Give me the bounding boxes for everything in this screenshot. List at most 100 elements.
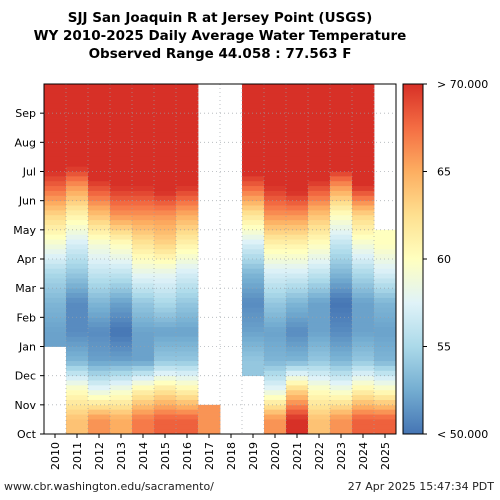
cell-2015-apr bbox=[154, 229, 177, 260]
cell-2016-feb bbox=[176, 288, 199, 318]
x-tick-label: 2014 bbox=[137, 442, 150, 470]
cell-2020-sep bbox=[264, 84, 287, 114]
x-tick-label: 2018 bbox=[225, 442, 238, 470]
cell-2020-apr bbox=[264, 229, 287, 260]
cell-2013-sep bbox=[110, 84, 133, 114]
cell-2013-apr bbox=[110, 229, 133, 260]
cell-2013-aug bbox=[110, 113, 133, 143]
cell-2022-sep bbox=[308, 84, 331, 114]
axes: Oct Nov Dec Jan Feb Mar Apr May Jun Jul Aug Sep 2010… bbox=[13, 83, 397, 470]
cell-2021-apr bbox=[286, 229, 309, 260]
cell-2022-jul bbox=[308, 142, 331, 172]
cell-2013-jun bbox=[110, 171, 133, 202]
cell-2016-jun bbox=[176, 171, 199, 202]
cell-2021-aug bbox=[286, 113, 309, 143]
cell-2014-mar bbox=[132, 259, 155, 289]
cell-2014-jan bbox=[132, 317, 155, 347]
x-tick-label: 2017 bbox=[203, 442, 216, 470]
cell-2015-jan bbox=[154, 317, 177, 347]
cell-2010-sep bbox=[44, 84, 67, 114]
x-tick-label: 2013 bbox=[115, 442, 128, 470]
cell-2014-nov bbox=[132, 375, 155, 406]
cell-2020-aug bbox=[264, 113, 287, 143]
cell-2016-dec bbox=[176, 346, 199, 377]
cell-2024-dec bbox=[352, 346, 375, 377]
cell-2020-may bbox=[264, 200, 287, 231]
cell-2020-nov bbox=[264, 375, 287, 406]
cell-2019-aug bbox=[242, 113, 265, 143]
cell-2021-dec bbox=[286, 346, 309, 377]
cell-2012-dec bbox=[88, 346, 111, 377]
footer-url: www.cbr.washington.edu/sacramento/ bbox=[4, 480, 214, 493]
y-tick-label: Jul bbox=[22, 166, 36, 179]
cell-2025-apr bbox=[374, 229, 397, 260]
cell-2010-jan bbox=[44, 317, 67, 347]
y-tick-label: Aug bbox=[15, 136, 36, 149]
cell-2021-mar bbox=[286, 259, 309, 289]
cell-2012-aug bbox=[88, 113, 111, 143]
cell-2012-jun bbox=[88, 171, 111, 202]
cell-2015-jul bbox=[154, 142, 177, 172]
cell-2024-jun bbox=[352, 171, 375, 202]
cell-2010-aug bbox=[44, 113, 67, 143]
cell-2019-feb bbox=[242, 288, 265, 318]
cell-2024-may bbox=[352, 200, 375, 231]
cell-2019-mar bbox=[242, 259, 265, 289]
cell-2016-aug bbox=[176, 113, 199, 143]
x-tick-label: 2010 bbox=[49, 442, 62, 470]
colorbar-gradient bbox=[402, 83, 424, 435]
x-tick-label: 2025 bbox=[379, 442, 392, 470]
cell-2014-jul bbox=[132, 142, 155, 172]
cell-2022-mar bbox=[308, 259, 331, 289]
cell-2012-oct bbox=[88, 404, 111, 435]
x-tick-label: 2023 bbox=[335, 442, 348, 470]
cell-2013-jan bbox=[110, 317, 133, 347]
cell-2023-aug bbox=[330, 113, 353, 143]
cell-2024-jul bbox=[352, 142, 375, 172]
y-tick-label: Jan bbox=[18, 341, 36, 354]
cell-2016-apr bbox=[176, 229, 199, 260]
cell-2012-nov bbox=[88, 375, 111, 406]
cell-2010-apr bbox=[44, 229, 67, 260]
cell-2023-nov bbox=[330, 375, 353, 406]
cell-2021-nov bbox=[286, 375, 309, 406]
colorbar-tick-label: 60 bbox=[437, 253, 451, 266]
cell-2025-jan bbox=[374, 317, 397, 347]
cell-2010-feb bbox=[44, 288, 67, 318]
x-tick-label: 2021 bbox=[291, 442, 304, 470]
cell-2024-mar bbox=[352, 259, 375, 289]
cell-2010-mar bbox=[44, 259, 67, 289]
cell-2014-oct bbox=[132, 404, 155, 435]
x-tick-label: 2016 bbox=[181, 442, 194, 470]
cell-2012-mar bbox=[88, 259, 111, 289]
cell-2015-dec bbox=[154, 346, 177, 377]
y-tick-label: Sep bbox=[15, 107, 36, 120]
cell-2011-dec bbox=[66, 346, 89, 377]
cell-2010-may bbox=[44, 200, 67, 231]
cell-2024-jan bbox=[352, 317, 375, 347]
cell-2011-jan bbox=[66, 317, 89, 347]
cell-2014-apr bbox=[132, 229, 155, 260]
cell-2014-feb bbox=[132, 288, 155, 318]
cell-2024-aug bbox=[352, 113, 375, 143]
x-tick-label: 2020 bbox=[269, 442, 282, 470]
y-tick-label: Jun bbox=[18, 195, 36, 208]
cell-2012-jan bbox=[88, 317, 111, 347]
y-tick-label: Apr bbox=[17, 253, 37, 266]
cell-2020-oct bbox=[264, 404, 287, 435]
cell-2020-jan bbox=[264, 317, 287, 347]
cell-2016-mar bbox=[176, 259, 199, 289]
cell-2011-jun bbox=[66, 171, 89, 202]
cell-2023-feb bbox=[330, 288, 353, 318]
cell-2012-sep bbox=[88, 84, 111, 114]
colorbar-tick-label: > 70.000 bbox=[437, 78, 488, 91]
cell-2022-dec bbox=[308, 346, 331, 377]
colorbar: > 70.000 65 60 55 < 50.000 bbox=[402, 78, 488, 441]
colorbar-tick-label: 65 bbox=[437, 166, 451, 179]
cell-2024-nov bbox=[352, 375, 375, 406]
x-tick-label: 2024 bbox=[357, 442, 370, 470]
cell-2015-jun bbox=[154, 171, 177, 202]
cell-2015-may bbox=[154, 200, 177, 231]
cell-2023-jan bbox=[330, 317, 353, 347]
